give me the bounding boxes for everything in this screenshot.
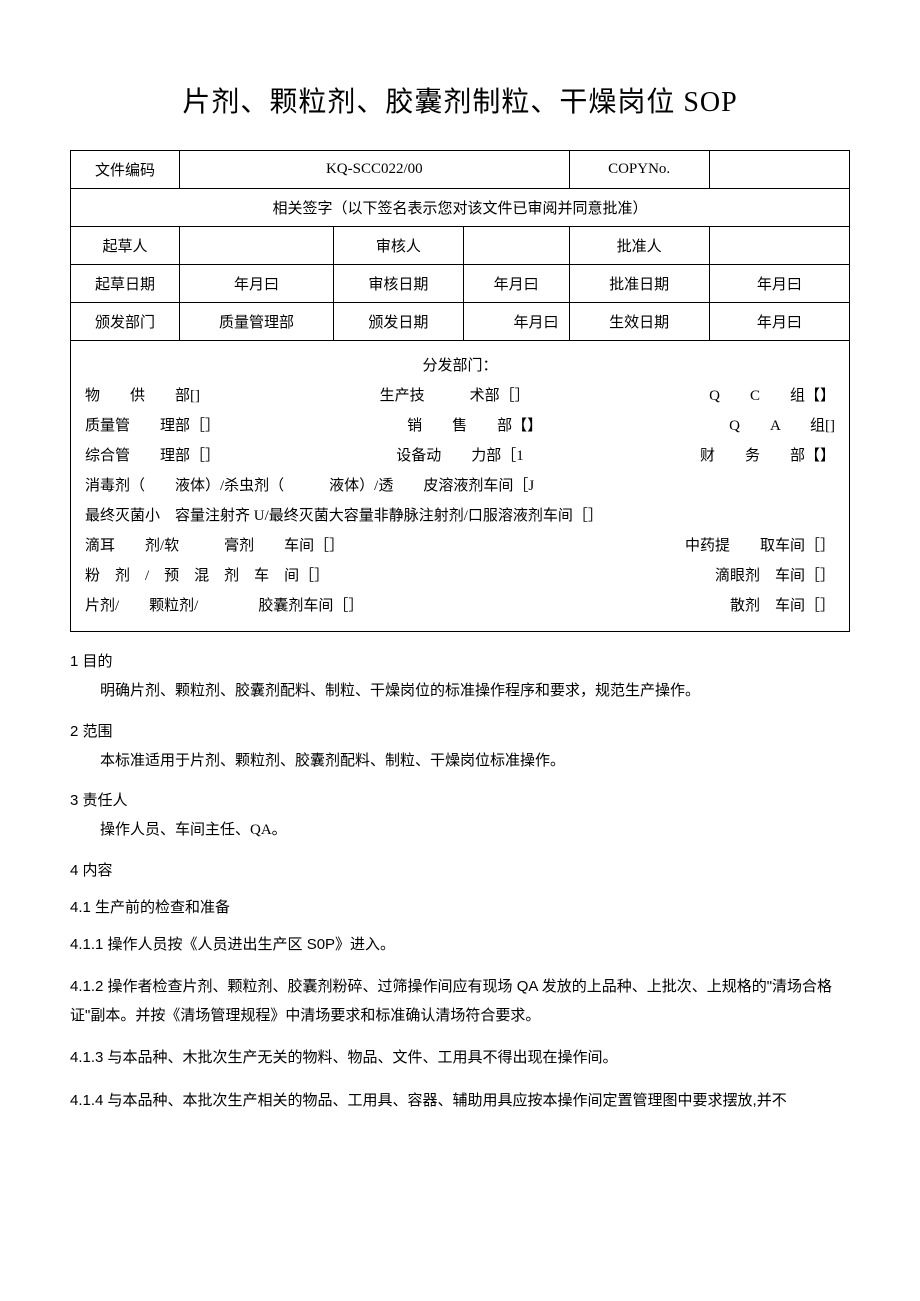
- reviewer-label: 审核人: [333, 227, 463, 265]
- section-1-head-text: 1 目的: [70, 653, 113, 670]
- issue-date-label: 颁发日期: [333, 303, 463, 341]
- distribution-label: 分发部门：: [85, 351, 835, 381]
- drafter-label: 起草人: [71, 227, 180, 265]
- dist-item: Q C 组【】: [709, 381, 835, 411]
- section-3-body: 操作人员、车间主任、QA。: [70, 816, 850, 845]
- dist-item: 财 务 部【】: [700, 441, 835, 471]
- approver-label: 批准人: [569, 227, 709, 265]
- copy-label: COPYNo.: [569, 151, 709, 189]
- para-413: 4.1.3 与本品种、木批次生产无关的物料、物品、文件、工用具不得出现在操作间。: [70, 1044, 850, 1073]
- section-2-head: 2 范围: [70, 720, 850, 741]
- header-table: 文件编码 KQ-SCC022/00 COPYNo. 相关签字（以下签名表示您对该…: [70, 150, 850, 632]
- dist-item: 最终灭菌小 容量注射齐 U/最终灭菌大容量非静脉注射剂/口服溶液剂车间［］: [85, 501, 603, 531]
- section-4-head: 4 内容: [70, 859, 850, 880]
- draft-date-label: 起草日期: [71, 265, 180, 303]
- drafter-value: [180, 227, 334, 265]
- sign-note: 相关签字（以下签名表示您对该文件已审阅并同意批准）: [71, 189, 850, 227]
- dist-item: 设备动 力部［1: [396, 441, 524, 471]
- para-412-text: 4.1.2 操作者检查片剂、颗粒剂、胶囊剂粉碎、过筛操作间应有现场 QA 发放的…: [70, 978, 832, 1024]
- review-date-label: 审核日期: [333, 265, 463, 303]
- para-411-text: 4.1.1 操作人员按《人员进出生产区 S0P》进入。: [70, 936, 395, 953]
- file-code-label: 文件编码: [71, 151, 180, 189]
- dist-item: 滴眼剂 车间［］: [715, 561, 835, 591]
- dist-item: 粉 剂 / 预 混 剂 车 间［］: [85, 561, 329, 591]
- section-4-head-text: 4 内容: [70, 862, 113, 879]
- dist-item: 生产技 术部［］: [380, 381, 530, 411]
- para-412: 4.1.2 操作者检查片剂、颗粒剂、胶囊剂粉碎、过筛操作间应有现场 QA 发放的…: [70, 973, 850, 1030]
- dist-item: 中药提 取车间［］: [685, 531, 835, 561]
- para-414: 4.1.4 与本品种、本批次生产相关的物品、工用具、容器、辅助用具应按本操作间定…: [70, 1087, 850, 1116]
- section-2-head-text: 2 范围: [70, 723, 113, 740]
- draft-date-value: 年月曰: [180, 265, 334, 303]
- section-2-body: 本标准适用于片剂、颗粒剂、胶囊剂配料、制粒、干燥岗位标准操作。: [70, 747, 850, 776]
- file-code-value: KQ-SCC022/00: [180, 151, 569, 189]
- dist-item: 物 供 部[]: [85, 381, 200, 411]
- review-date-value: 年月曰: [463, 265, 569, 303]
- dist-item: 滴耳 剂/软 膏剂 车间［］: [85, 531, 344, 561]
- approve-date-value: 年月曰: [709, 265, 849, 303]
- para-413-text: 4.1.3 与本品种、木批次生产无关的物料、物品、文件、工用具不得出现在操作间。: [70, 1049, 618, 1066]
- para-414-text: 4.1.4 与本品种、本批次生产相关的物品、工用具、容器、辅助用具应按本操作间定…: [70, 1092, 787, 1109]
- doc-title: 片剂、颗粒剂、胶囊剂制粒、干燥岗位 SOP: [70, 80, 850, 120]
- section-41-head-text: 4.1 生产前的检查和准备: [70, 899, 230, 916]
- para-411: 4.1.1 操作人员按《人员进出生产区 S0P》进入。: [70, 931, 850, 960]
- section-1-body: 明确片剂、颗粒剂、胶囊剂配料、制粒、干燥岗位的标准操作程序和要求，规范生产操作。: [70, 677, 850, 706]
- section-1-head: 1 目的: [70, 650, 850, 671]
- dist-item: 综合管 理部［］: [85, 441, 220, 471]
- dist-item: 片剂/ 颗粒剂/ 胶囊剂车间［］: [85, 591, 363, 621]
- effective-date-value: 年月曰: [709, 303, 849, 341]
- dist-item: 消毒剂（ 液体）/杀虫剂（ 液体）/透 皮溶液剂车间［J: [85, 471, 534, 501]
- effective-date-label: 生效日期: [569, 303, 709, 341]
- approve-date-label: 批准日期: [569, 265, 709, 303]
- dist-item: 销 售 部【】: [407, 411, 542, 441]
- section-41-head: 4.1 生产前的检查和准备: [70, 896, 850, 917]
- approver-value: [709, 227, 849, 265]
- dist-item: 散剂 车间［］: [730, 591, 835, 621]
- section-3-head: 3 责任人: [70, 789, 850, 810]
- issue-date-value: 年月曰: [463, 303, 569, 341]
- distribution-cell: 分发部门： 物 供 部[] 生产技 术部［］ Q C 组【】 质量管 理部［］ …: [71, 341, 850, 632]
- dist-item: 质量管 理部［］: [85, 411, 220, 441]
- copy-value: [709, 151, 849, 189]
- reviewer-value: [463, 227, 569, 265]
- issue-dept-label: 颁发部门: [71, 303, 180, 341]
- issue-dept-value: 质量管理部: [180, 303, 334, 341]
- section-3-head-text: 3 责任人: [70, 792, 128, 809]
- dist-item: Q A 组[]: [729, 411, 835, 441]
